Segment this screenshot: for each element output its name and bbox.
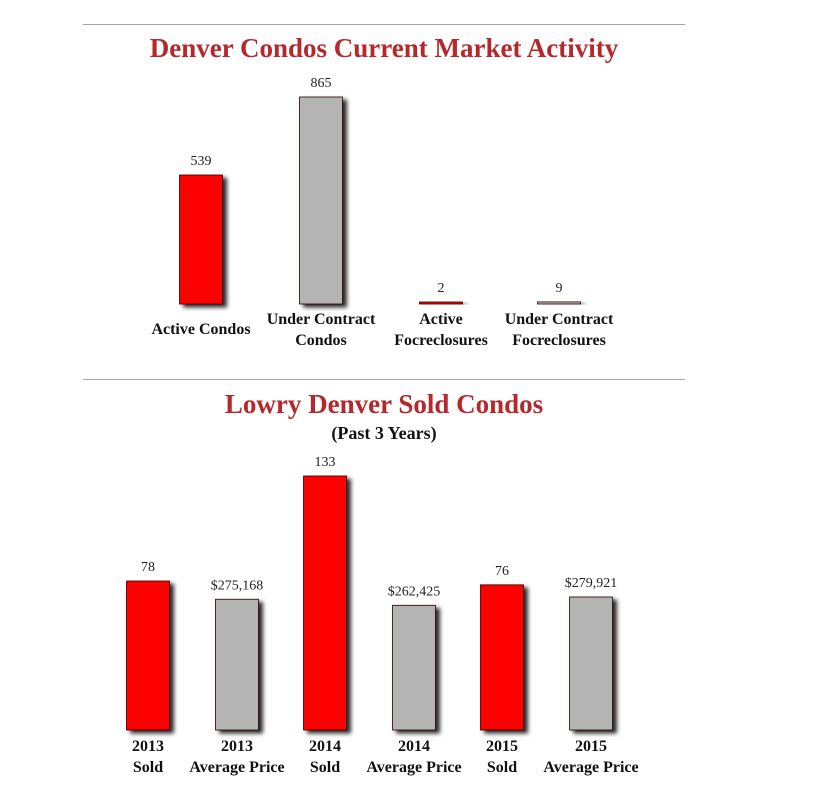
value-label-2-2: 133	[315, 455, 336, 470]
bar-2-0	[126, 580, 170, 731]
value-label-2-5: $279,921	[565, 576, 618, 591]
bar-1-2	[419, 301, 463, 305]
chart-1-title: Denver Condos Current Market Activity	[149, 33, 619, 63]
top-divider	[83, 24, 685, 25]
bar-2-5	[569, 596, 613, 731]
chart-2-title: Lowry Denver Sold Condos	[224, 389, 544, 419]
category-label-1-1: Under Contract Condos	[267, 311, 376, 349]
value-label-1-3: 9	[556, 281, 563, 296]
category-label-1-0: Active Condos	[151, 321, 250, 338]
value-label-2-4: 76	[495, 564, 509, 579]
value-label-2-1: $275,168	[211, 578, 264, 593]
middle-divider	[83, 379, 685, 380]
category-label-2-2: 2014 Sold	[309, 738, 341, 776]
bar-1-0	[179, 174, 223, 305]
bar-1-3	[537, 301, 581, 305]
value-label-1-1: 865	[311, 76, 332, 91]
bar-2-1	[215, 598, 259, 731]
value-label-1-0: 539	[191, 154, 212, 169]
value-label-2-0: 78	[141, 560, 155, 575]
value-label-1-2: 2	[438, 281, 445, 296]
category-label-2-3: 2014 Average Price	[366, 738, 461, 776]
category-label-2-4: 2015 Sold	[486, 738, 518, 776]
category-label-2-5: 2015 Average Price	[543, 738, 638, 776]
bar-2-3	[392, 604, 436, 731]
bar-2-4	[480, 584, 524, 731]
category-label-1-3: Under Contract Focreclosures	[505, 311, 614, 349]
value-label-2-3: $262,425	[388, 584, 441, 599]
bar-1-1	[299, 96, 343, 305]
chart-2-subtitle: (Past 3 Years)	[331, 423, 437, 443]
chart-1: 539 Active Condos 865 Under Contract Condos 2…	[151, 76, 614, 349]
category-label-1-2: Active Focreclosures	[394, 311, 488, 349]
bar-2-2	[303, 475, 347, 731]
category-label-2-1: 2013 Average Price	[189, 738, 284, 776]
category-label-2-0: 2013 Sold	[132, 738, 164, 776]
